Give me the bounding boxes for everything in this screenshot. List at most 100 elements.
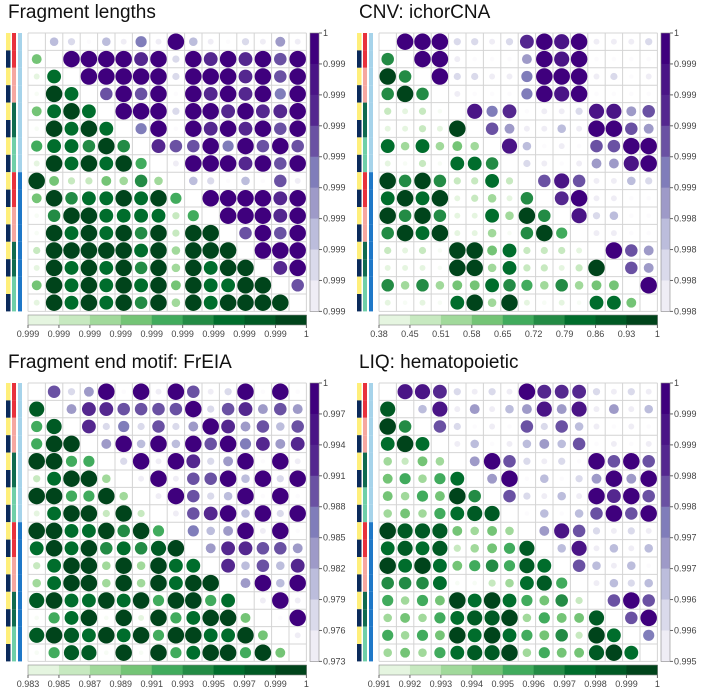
correlation-circle bbox=[398, 558, 413, 573]
correlation-circle bbox=[611, 91, 617, 97]
correlation-circle bbox=[400, 596, 410, 605]
colorbar-tick-label: 0.999 bbox=[323, 214, 346, 224]
correlation-circle bbox=[485, 122, 499, 135]
correlation-circle bbox=[274, 226, 287, 240]
correlation-circle bbox=[238, 52, 253, 67]
correlation-circle bbox=[471, 230, 478, 237]
correlation-circle bbox=[132, 453, 150, 470]
annotation-strip-cell bbox=[6, 224, 11, 242]
correlation-circle bbox=[31, 438, 43, 450]
correlation-circle bbox=[417, 456, 428, 467]
correlation-circle bbox=[98, 383, 115, 400]
correlation-circle bbox=[540, 422, 548, 431]
correlation-circle bbox=[132, 103, 150, 120]
correlation-circle bbox=[289, 470, 306, 487]
annotation-strip-cell bbox=[18, 120, 22, 138]
correlation-circle bbox=[507, 424, 512, 429]
correlation-plot: 1 0.997 0.994 0.991 0.988 0.985 0.982 0.979 0.97… bbox=[6, 378, 346, 689]
correlation-circle bbox=[278, 615, 283, 621]
correlation-circle bbox=[276, 509, 284, 518]
correlation-circle bbox=[487, 525, 498, 536]
correlation-circle bbox=[219, 435, 237, 453]
correlation-circle bbox=[239, 438, 252, 450]
correlation-circle bbox=[135, 157, 147, 170]
purple-colorbar-band bbox=[310, 537, 319, 570]
correlation-circle bbox=[540, 281, 549, 290]
correlation-circle bbox=[185, 627, 202, 644]
correlation-circle bbox=[64, 121, 79, 136]
correlation-circle bbox=[80, 155, 98, 172]
correlation-circle bbox=[626, 106, 637, 117]
purple-colorbar-band bbox=[310, 187, 319, 220]
correlation-circle bbox=[168, 576, 183, 591]
colorbar-tick-label: 0.992 bbox=[399, 679, 422, 689]
panel-fragment-lengths: Fragment lengths 1 0.999 0.999 0.999 0.999 0.… bbox=[0, 0, 351, 347]
correlation-circle bbox=[505, 526, 514, 536]
colorbar-tick-label: 1 bbox=[323, 28, 328, 38]
correlation-circle bbox=[625, 261, 638, 275]
correlation-circle bbox=[574, 647, 585, 658]
correlation-circle bbox=[472, 91, 477, 97]
correlation-circle bbox=[136, 561, 146, 570]
annotation-strip-cell bbox=[363, 50, 367, 68]
correlation-circle bbox=[522, 613, 532, 623]
correlation-circle bbox=[254, 207, 272, 224]
correlation-circle bbox=[150, 50, 167, 68]
colorbar-tick-label: 0.999 bbox=[140, 329, 163, 339]
correlation-circle bbox=[276, 578, 285, 588]
annotation-strip-cell bbox=[6, 294, 11, 312]
correlation-circle bbox=[257, 404, 268, 415]
correlation-circle bbox=[628, 545, 635, 552]
correlation-circle bbox=[380, 139, 395, 154]
correlation-circle bbox=[380, 436, 395, 451]
correlation-circle bbox=[557, 491, 566, 501]
correlation-circle bbox=[80, 294, 98, 311]
correlation-circle bbox=[507, 56, 512, 62]
correlation-circle bbox=[520, 192, 534, 205]
correlation-circle bbox=[506, 195, 513, 202]
correlation-circle bbox=[540, 246, 548, 255]
correlation-circle bbox=[503, 279, 516, 292]
correlation-circle bbox=[487, 543, 498, 554]
correlation-circle bbox=[80, 609, 98, 627]
panel-liq-hematopoietic: LIQ: hematopoietic 1 0.999 0.999 0.998 0.998… bbox=[351, 350, 702, 697]
correlation-circle bbox=[384, 264, 391, 271]
green-colorbar-band bbox=[471, 315, 504, 325]
correlation-circle bbox=[536, 401, 552, 417]
annotation-strip-cell bbox=[12, 207, 16, 225]
correlation-circle bbox=[119, 176, 128, 186]
correlation-circle bbox=[379, 522, 396, 540]
colorbar-tick-label: 0.999 bbox=[202, 329, 225, 339]
annotation-strip-cell bbox=[369, 417, 373, 436]
annotation-strip-cell bbox=[6, 172, 11, 190]
green-colorbar-band bbox=[409, 665, 442, 675]
annotation-strip-cell bbox=[6, 609, 11, 627]
correlation-circle bbox=[588, 259, 605, 277]
correlation-circle bbox=[276, 475, 284, 483]
purple-colorbar-band bbox=[661, 413, 670, 446]
annotation-strip-cell bbox=[363, 259, 367, 277]
correlation-circle bbox=[433, 209, 447, 222]
correlation-circle bbox=[46, 418, 62, 435]
green-colorbar-band bbox=[533, 315, 566, 325]
annotation-strip-cell bbox=[369, 50, 373, 68]
correlation-circle bbox=[47, 139, 62, 154]
correlation-circle bbox=[207, 457, 215, 465]
correlation-circle bbox=[33, 73, 40, 80]
correlation-circle bbox=[644, 578, 653, 588]
annotation-strip-cell bbox=[357, 120, 362, 138]
correlation-circle bbox=[187, 472, 200, 485]
correlation-circle bbox=[223, 456, 234, 467]
green-colorbar-band bbox=[275, 315, 307, 325]
correlation-circle bbox=[540, 264, 548, 272]
correlation-circle bbox=[238, 402, 253, 417]
annotation-strip-cell bbox=[12, 539, 16, 557]
correlation-circle bbox=[31, 420, 43, 433]
correlation-circle bbox=[221, 402, 235, 416]
correlation-circle bbox=[45, 294, 63, 311]
annotation-strip-cell bbox=[6, 417, 11, 436]
correlation-circle bbox=[415, 541, 430, 556]
correlation-circle bbox=[80, 557, 98, 574]
correlation-circle bbox=[99, 278, 114, 293]
correlation-circle bbox=[523, 264, 531, 272]
